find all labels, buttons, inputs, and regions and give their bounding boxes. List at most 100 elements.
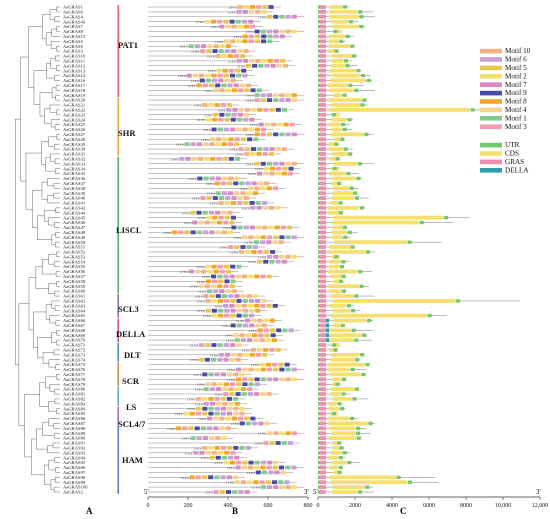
utr-box [350, 44, 355, 48]
cds-box [328, 289, 343, 294]
utr-box [407, 480, 412, 484]
motif-order-text: 13 8 6 [181, 211, 189, 215]
motif-box [241, 465, 247, 470]
axis-b-tick-label: 200 [184, 503, 193, 509]
motif-box [220, 372, 226, 377]
motif-box [238, 416, 244, 421]
motif-box [236, 313, 242, 318]
motif-box [269, 107, 275, 112]
motif-order-text: 13 8 6 [222, 226, 230, 230]
motif-box [198, 357, 204, 362]
gras-domain-box [320, 44, 326, 49]
motif-box [202, 446, 208, 450]
motif-box [234, 294, 240, 298]
motif-box [219, 426, 225, 431]
utr-box [351, 328, 356, 333]
motif-box [192, 73, 198, 78]
motif-box [206, 196, 212, 200]
motif-box [285, 93, 291, 98]
motif-order-text: 13 8 6 [252, 486, 260, 490]
utr-box [350, 416, 355, 421]
utr-box [349, 186, 354, 190]
motif-order-text: 13 8 6 [190, 285, 198, 289]
motif-box [272, 362, 278, 367]
gene-label: AaGRAS81 [63, 392, 86, 397]
motif-box [279, 254, 285, 259]
motif-box [209, 401, 215, 406]
gene-label: AaGRAS58 [63, 279, 86, 284]
motif-box [235, 274, 241, 279]
gene-label: AaGRAS5 [63, 39, 84, 44]
motif-box [236, 367, 241, 372]
motif-box [263, 441, 269, 445]
utr-box [337, 402, 342, 406]
motif-box [263, 318, 269, 323]
motif-box [215, 294, 221, 298]
motif-box [234, 401, 240, 406]
motif-box [211, 357, 217, 362]
motif-box [217, 313, 223, 318]
motif-box [254, 367, 260, 372]
gene-label: AaGRAS98 [63, 475, 86, 480]
motif-box [260, 392, 266, 396]
motif-box [260, 29, 266, 34]
gene-label: AaGRAS70 [63, 338, 86, 343]
motif-box [228, 455, 234, 460]
clade-bar [117, 318, 119, 343]
motif-box [273, 98, 279, 102]
motif-box [227, 54, 233, 58]
gene-label: AaGRAS83 [63, 401, 86, 406]
motif-box [260, 460, 266, 465]
motif-box [190, 230, 196, 235]
clade-bar [117, 426, 119, 494]
motif-box [224, 299, 230, 303]
utr-box [368, 421, 373, 426]
motif-box [247, 303, 253, 308]
gene-label: AaGRAS10 [63, 54, 86, 59]
motif-box [243, 117, 249, 122]
motif-box [230, 78, 236, 83]
motif-order-text: 13 8 6 [191, 197, 199, 201]
cds-box [332, 377, 345, 382]
motif-box [223, 392, 229, 396]
motif-box [253, 338, 259, 343]
legend-swatch [480, 65, 502, 71]
motif-order-text: 13 8 6 [187, 397, 195, 401]
gene-label: AaGRAS95 [63, 460, 86, 465]
motif-box [215, 54, 221, 58]
motif-order-text: 13 8 6 [226, 339, 234, 343]
motif-box [219, 490, 225, 494]
gras-domain-box [320, 441, 326, 445]
subfamily-label: DELLA [116, 329, 146, 339]
motif-order-text: 13 8 6 [215, 461, 223, 465]
cds-box [333, 318, 367, 323]
motif-box [245, 333, 251, 338]
motif-box [255, 201, 261, 205]
motif-box [279, 465, 285, 470]
motif-order-text: 13 8 6 [227, 378, 235, 382]
motif-box [273, 367, 279, 372]
motif-box [253, 137, 259, 142]
motif-box [261, 9, 267, 14]
motif-order-text: 13 8 6 [191, 79, 199, 83]
motif-box [241, 392, 247, 396]
motif-box [272, 303, 278, 308]
motif-box [261, 323, 267, 328]
gene-label: AaGRAS47 [63, 225, 86, 230]
motif-box [266, 274, 272, 279]
motif-box [228, 176, 234, 181]
motif-box [217, 19, 223, 24]
gene-label: AaGRAS23 [63, 112, 86, 117]
motif-box [220, 406, 226, 411]
motif-box [248, 313, 254, 318]
legend-label: GRAS [505, 158, 524, 166]
motif-box [211, 284, 217, 289]
motif-box [254, 303, 260, 308]
motif-box [228, 294, 234, 298]
motif-box [215, 436, 221, 441]
utr-box [318, 225, 322, 230]
motif-box [205, 299, 211, 303]
utr-box [318, 186, 322, 190]
motif-box [228, 387, 234, 392]
motif-box [249, 201, 255, 205]
